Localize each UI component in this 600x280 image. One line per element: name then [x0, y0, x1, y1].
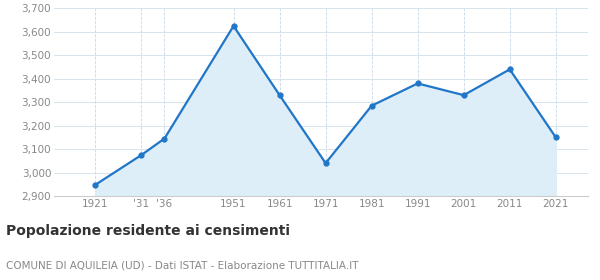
Text: COMUNE DI AQUILEIA (UD) - Dati ISTAT - Elaborazione TUTTITALIA.IT: COMUNE DI AQUILEIA (UD) - Dati ISTAT - E…	[6, 261, 359, 271]
Text: Popolazione residente ai censimenti: Popolazione residente ai censimenti	[6, 224, 290, 238]
